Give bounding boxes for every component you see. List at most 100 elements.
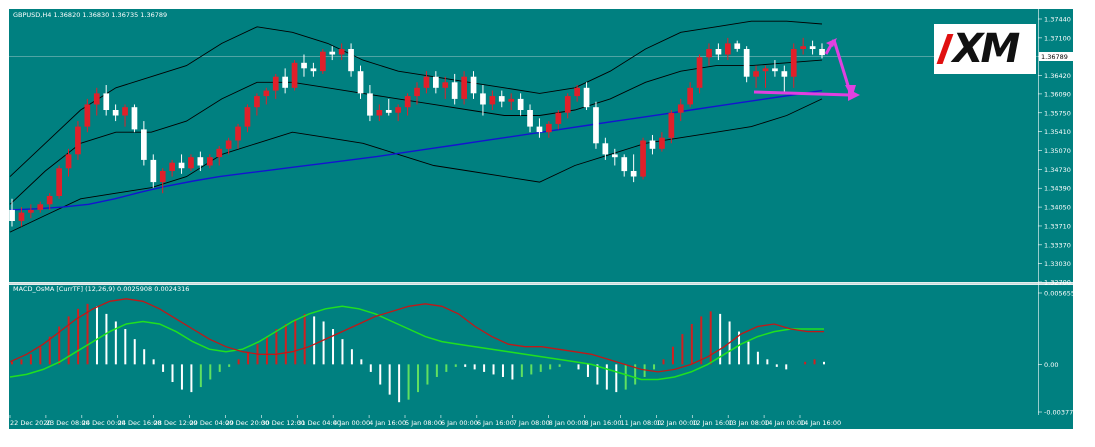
moving-average-line	[9, 89, 823, 211]
bullish-candle	[254, 96, 260, 108]
current-price-tag	[1039, 52, 1073, 61]
bearish-candle	[772, 68, 778, 72]
bearish-candle	[141, 129, 147, 160]
bearish-candle	[367, 93, 373, 116]
bullish-candle	[395, 107, 401, 113]
bearish-candle	[103, 93, 110, 110]
price-tick-label: 1.34390	[1044, 185, 1071, 193]
bearish-candle	[536, 126, 543, 133]
bearish-candle	[715, 49, 722, 55]
bullish-candle	[753, 71, 759, 77]
time-tick-label: 4 Jan 00:00	[333, 419, 370, 427]
bearish-candle	[527, 110, 533, 127]
time-tick-label: 5 Jan 08:00	[405, 419, 442, 427]
logo-accent-icon	[936, 34, 954, 64]
bullish-candle	[546, 123, 552, 133]
bearish-candle	[282, 76, 288, 88]
bullish-candle	[564, 96, 571, 113]
time-tick-label: 11 Jan 08:00	[620, 419, 661, 427]
bullish-candle	[489, 96, 496, 105]
bearish-candle	[131, 107, 138, 130]
bullish-candle	[169, 162, 175, 171]
signal-line	[9, 305, 824, 381]
bullish-candle	[216, 148, 223, 158]
bullish-candle	[18, 212, 25, 221]
bullish-candle	[225, 140, 232, 149]
bullish-candle	[37, 204, 44, 210]
time-tick-label: 29 Dec 04:00	[190, 419, 234, 427]
bullish-candle	[687, 87, 693, 105]
bullish-candle	[84, 104, 91, 127]
bullish-candle	[404, 96, 411, 108]
bullish-candle	[461, 76, 467, 99]
bullish-candle	[790, 49, 797, 77]
price-tick-label: 1.34730	[1044, 166, 1071, 174]
bearish-candle	[819, 49, 825, 56]
price-panel-title: GBPUSD,H4 1.36820 1.36830 1.36735 1.3678…	[13, 11, 167, 19]
bearish-candle	[743, 49, 750, 77]
time-tick-label: 7 Jan 08:00	[513, 419, 550, 427]
price-tick-label: 1.33370	[1044, 241, 1071, 249]
price-panel-background	[9, 9, 1038, 282]
bearish-candle	[310, 68, 317, 72]
bearish-candle	[621, 157, 628, 172]
bearish-candle	[197, 157, 204, 166]
bearish-candle	[150, 159, 157, 183]
price-tick-label: 1.35070	[1044, 147, 1071, 155]
bearish-candle	[517, 98, 524, 110]
bearish-candle	[451, 82, 458, 99]
bearish-candle	[385, 110, 392, 113]
time-tick-label: 31 Dec 04:00	[297, 419, 341, 427]
bearish-candle	[348, 49, 354, 72]
time-tick-label: 22 Dec 2020	[10, 419, 52, 427]
bullish-candle	[668, 112, 675, 138]
time-tick-label: 13 Jan 08:00	[728, 419, 769, 427]
bearish-candle	[781, 71, 788, 77]
bullish-candle	[706, 49, 712, 58]
price-tick-label: 1.32700	[1044, 279, 1071, 287]
time-tick-label: 14 Jan 16:00	[800, 419, 841, 427]
time-tick-label: 8 Jan 00:00	[549, 419, 586, 427]
bullish-candle	[272, 76, 279, 91]
bearish-candle	[630, 171, 637, 177]
time-tick-label: 14 Jan 00:00	[764, 419, 805, 427]
time-tick-label: 12 Jan 00:00	[656, 419, 697, 427]
time-tick-label: 24 Dec 00:00	[82, 419, 126, 427]
current-price-label: 1.36789	[1041, 53, 1068, 61]
xm-logo: XM	[934, 24, 1036, 74]
bullish-candle	[122, 107, 128, 116]
bullish-candle	[423, 76, 430, 88]
bollinger-upper-line	[9, 20, 823, 177]
time-tick-label: 24 Dec 16:00	[118, 419, 162, 427]
price-tick-label: 1.33710	[1044, 222, 1071, 230]
bullish-candle	[244, 107, 251, 127]
price-tick-label: 1.35750	[1044, 109, 1071, 117]
bearish-candle	[433, 76, 439, 88]
forecast-arrows	[753, 38, 860, 101]
bullish-candle	[320, 51, 326, 72]
bullish-candle	[93, 93, 100, 105]
bullish-candle	[762, 68, 769, 72]
bullish-candle	[159, 171, 166, 183]
bullish-candle	[263, 90, 270, 97]
bullish-candle	[376, 110, 383, 116]
bullish-candle	[75, 126, 81, 155]
bullish-candle	[56, 168, 62, 196]
macd-panel-title: MACD_OsMA [CurrTF] (12,26,9) 0.0025908 0…	[13, 285, 189, 293]
bearish-candle	[480, 93, 486, 105]
macd-line	[9, 298, 824, 373]
candlesticks	[9, 37, 825, 227]
macd-tick-label: 0.0056559	[1044, 290, 1079, 298]
bearish-candle	[357, 71, 364, 94]
bearish-candle	[593, 107, 599, 144]
price-tick-label: 1.34050	[1044, 204, 1071, 212]
time-tick-label: 6 Jan 00:00	[441, 419, 478, 427]
bullish-candle	[65, 154, 72, 169]
bullish-candle	[188, 157, 194, 169]
arrow-down-line	[832, 39, 852, 93]
bullish-candle	[442, 82, 449, 88]
time-tick-label: 28 Dec 12:00	[154, 419, 198, 427]
bearish-candle	[583, 87, 590, 108]
